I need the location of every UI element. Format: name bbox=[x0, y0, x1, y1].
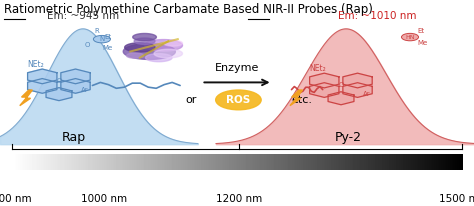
Text: or: or bbox=[185, 95, 197, 105]
Circle shape bbox=[216, 90, 261, 110]
Text: Enzyme: Enzyme bbox=[215, 63, 259, 73]
Text: 1000 nm: 1000 nm bbox=[81, 194, 128, 204]
Text: Me: Me bbox=[102, 46, 112, 52]
Text: Py-2: Py-2 bbox=[335, 131, 362, 144]
Text: Em: ~945 nm: Em: ~945 nm bbox=[47, 11, 119, 21]
Text: N: N bbox=[99, 36, 105, 42]
Polygon shape bbox=[27, 78, 57, 93]
Polygon shape bbox=[290, 90, 302, 106]
Polygon shape bbox=[133, 34, 156, 41]
FancyArrowPatch shape bbox=[204, 80, 268, 85]
Text: 900 nm: 900 nm bbox=[0, 194, 32, 204]
Text: NEt₂: NEt₂ bbox=[310, 64, 326, 73]
Polygon shape bbox=[154, 49, 182, 58]
Text: Me: Me bbox=[417, 40, 428, 46]
Polygon shape bbox=[134, 38, 155, 44]
Polygon shape bbox=[20, 90, 32, 106]
Polygon shape bbox=[123, 44, 175, 59]
Text: Em: ~1010 nm: Em: ~1010 nm bbox=[337, 11, 416, 21]
Polygon shape bbox=[61, 78, 90, 93]
Text: 1200 nm: 1200 nm bbox=[216, 194, 263, 204]
Text: NEt₂: NEt₂ bbox=[27, 60, 44, 69]
Polygon shape bbox=[127, 53, 144, 58]
Polygon shape bbox=[310, 73, 339, 88]
Polygon shape bbox=[310, 83, 339, 97]
Polygon shape bbox=[46, 88, 72, 101]
Circle shape bbox=[401, 33, 419, 41]
Text: Ar: Ar bbox=[81, 87, 88, 93]
Polygon shape bbox=[343, 83, 372, 97]
Text: R: R bbox=[95, 28, 100, 34]
Text: Ar: Ar bbox=[363, 91, 370, 97]
Text: O: O bbox=[56, 78, 62, 84]
Text: Et: Et bbox=[104, 34, 111, 40]
Text: O: O bbox=[338, 82, 344, 88]
Polygon shape bbox=[125, 43, 155, 52]
Text: O: O bbox=[85, 42, 91, 48]
Text: Et: Et bbox=[417, 28, 424, 34]
Polygon shape bbox=[328, 92, 354, 105]
Polygon shape bbox=[164, 40, 182, 46]
Polygon shape bbox=[27, 69, 57, 84]
Text: Rap: Rap bbox=[62, 131, 85, 144]
Circle shape bbox=[93, 35, 110, 43]
Text: etc.: etc. bbox=[292, 95, 312, 105]
Polygon shape bbox=[61, 69, 90, 84]
Polygon shape bbox=[343, 73, 372, 88]
Text: HN: HN bbox=[405, 35, 415, 40]
Text: 1500 nm: 1500 nm bbox=[439, 194, 474, 204]
Polygon shape bbox=[146, 54, 172, 62]
Text: ROS: ROS bbox=[226, 95, 251, 105]
Polygon shape bbox=[145, 40, 182, 51]
Text: Ratiometric Polymethine Carbamate Based NIR-II Probes (Rap): Ratiometric Polymethine Carbamate Based … bbox=[4, 3, 373, 16]
